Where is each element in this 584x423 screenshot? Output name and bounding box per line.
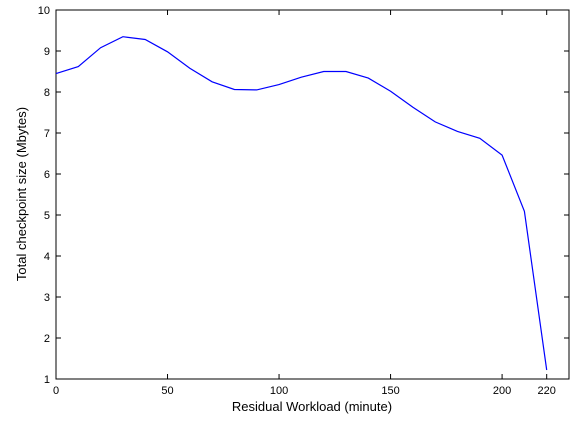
y-tick-label: 2	[44, 333, 50, 345]
x-tick-label: 0	[53, 385, 59, 397]
x-tick-label: 50	[161, 385, 173, 397]
plot-area	[55, 9, 570, 380]
y-tick-label: 1	[44, 374, 50, 386]
series-line	[55, 36, 548, 371]
y-tick-label: 9	[44, 46, 50, 58]
y-axis: 1 2 3 4 5 6 7 8 9 10	[38, 5, 569, 386]
y-tick-label: 10	[38, 5, 50, 17]
y-tick-label: 6	[44, 169, 50, 181]
x-tick-label: 150	[381, 385, 399, 397]
y-tick-label: 8	[44, 87, 50, 99]
x-tick-label: 220	[538, 385, 556, 397]
y-tick-label: 5	[44, 210, 50, 222]
x-axis-label: Residual Workload (minute)	[232, 399, 392, 414]
y-tick-label: 7	[44, 128, 50, 140]
y-axis-label: Total checkpoint size (Mbytes)	[14, 107, 29, 281]
x-tick-label: 100	[270, 385, 288, 397]
y-tick-label: 3	[44, 292, 50, 304]
y-tick-label: 4	[44, 251, 50, 263]
x-axis: 0 50 100 150 200 220	[53, 10, 556, 397]
x-tick-label: 200	[493, 385, 511, 397]
